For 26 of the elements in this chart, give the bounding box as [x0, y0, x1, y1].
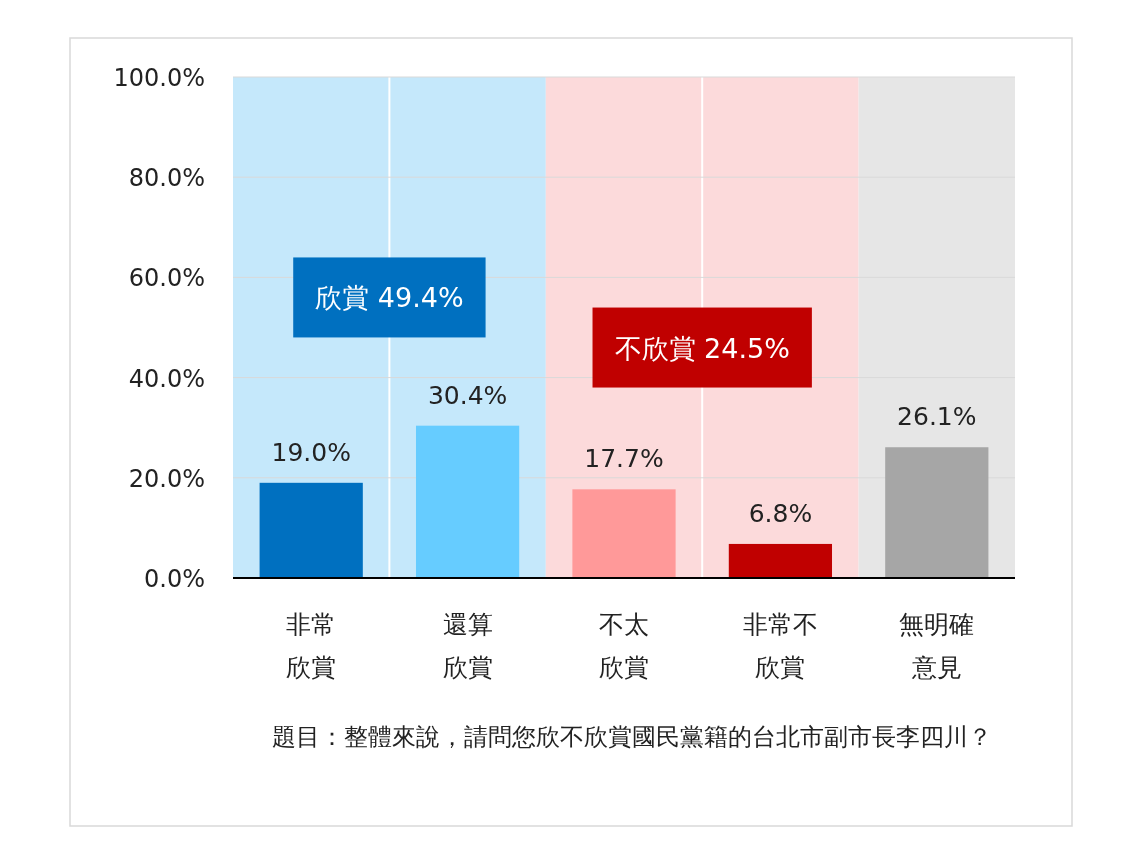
- band-label: 欣賞 49.4%: [315, 282, 464, 314]
- data-label: 19.0%: [271, 437, 351, 467]
- data-label: 17.7%: [584, 444, 664, 474]
- bar: [415, 425, 520, 578]
- x-tick-label: 不太欣賞: [599, 610, 649, 682]
- band-label: 不欣賞 24.5%: [592, 307, 812, 388]
- bar: [259, 482, 363, 578]
- band-label: 不欣賞 24.5%: [614, 332, 790, 364]
- y-tick-label: 0.0%: [144, 565, 205, 593]
- y-tick-label: 20.0%: [128, 464, 205, 493]
- band-label: 欣賞 49.4%: [293, 257, 486, 338]
- data-label: 26.1%: [897, 402, 977, 432]
- text: 題目：整體來說，請問您欣不欣賞國民黨籍的台北市副市長李四川？: [272, 723, 992, 751]
- x-tick-label: 還算欣賞: [442, 610, 493, 682]
- y-tick-label: 100.0%: [113, 64, 205, 92]
- bar: [728, 543, 833, 578]
- y-tick-label: 60.0%: [128, 264, 205, 293]
- data-label: 6.8%: [748, 498, 813, 528]
- bar: [572, 489, 676, 578]
- x-tick-label: 非常不欣賞: [742, 610, 818, 682]
- data-label: 30.4%: [427, 380, 508, 410]
- y-tick-label: 80.0%: [128, 164, 205, 193]
- x-tick-label: 非常欣賞: [286, 610, 337, 682]
- y-tick-label: 40.0%: [128, 364, 205, 393]
- bar: [885, 447, 989, 578]
- x-tick-label: 無明確意見: [899, 610, 975, 682]
